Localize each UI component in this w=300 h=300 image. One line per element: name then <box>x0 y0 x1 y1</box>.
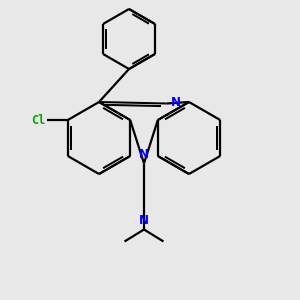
Text: N: N <box>139 214 149 227</box>
Text: N: N <box>139 148 149 161</box>
Text: N: N <box>171 95 181 109</box>
Text: Cl: Cl <box>31 113 45 127</box>
